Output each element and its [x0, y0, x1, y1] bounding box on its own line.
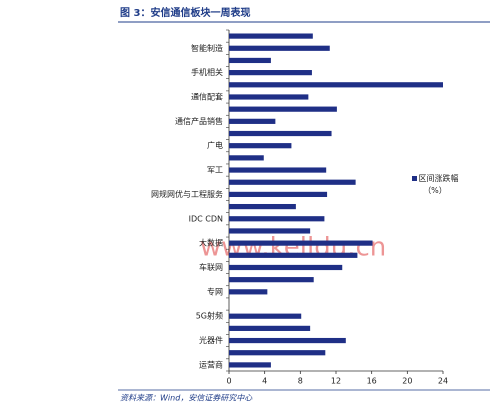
x-tick-label: 20	[402, 377, 412, 386]
x-tick-label: 4	[262, 377, 267, 386]
bar	[229, 240, 373, 246]
y-tick-label: 通信产品销售	[175, 116, 223, 126]
bar	[229, 118, 276, 124]
source: 资料来源：Wind，安信证券研究中心	[120, 394, 253, 403]
x-tick-label: 0	[226, 377, 231, 386]
bar	[229, 33, 313, 39]
bar	[229, 45, 330, 51]
y-tick-label: IDC CDN	[189, 214, 223, 223]
y-tick-label: 手机相关	[191, 67, 223, 77]
y-tick-label: 智能制造	[191, 43, 223, 53]
y-tick-label: 广电	[207, 140, 223, 150]
bar	[229, 57, 271, 64]
bar	[229, 70, 312, 76]
bar	[229, 216, 325, 222]
y-tick-label: 大数据	[199, 238, 223, 248]
x-tick-label: 16	[367, 377, 377, 386]
bar	[229, 203, 296, 210]
bar	[229, 106, 337, 112]
bar	[229, 277, 314, 283]
y-tick-label: 专网	[207, 286, 223, 296]
bar	[229, 94, 309, 100]
bar	[229, 179, 356, 185]
bar	[229, 167, 327, 173]
y-tick-label: 车联网	[199, 262, 223, 272]
bar	[229, 130, 332, 137]
bar	[229, 228, 311, 234]
x-tick-label: 12	[331, 377, 341, 386]
bar	[229, 82, 443, 88]
bar	[229, 350, 326, 356]
chart-title: 图 3：安信通信板块一周表现	[120, 6, 250, 19]
bar	[229, 313, 302, 319]
bar	[229, 191, 328, 198]
y-tick-label: 5G射频	[196, 311, 223, 321]
legend-label: 区间涨跌幅（%）	[418, 174, 459, 195]
bar	[229, 289, 268, 295]
bar	[229, 337, 346, 344]
y-tick-label: 军工	[207, 166, 223, 175]
bar	[229, 252, 358, 258]
bar	[229, 155, 264, 161]
y-tick-label: 通信配套	[191, 91, 223, 101]
bar	[229, 264, 343, 271]
y-tick-label: 光器件	[199, 335, 223, 345]
legend-key	[411, 176, 417, 181]
x-tick-label: 24	[438, 377, 448, 386]
x-tick-label: 8	[298, 377, 303, 386]
bar	[229, 143, 292, 149]
legend: 区间涨跌幅（%）	[404, 173, 466, 197]
y-tick-label: 网规网优与工程服务	[151, 189, 223, 199]
bar	[229, 362, 271, 368]
bar	[229, 325, 311, 331]
y-tick-label: 运营商	[199, 359, 223, 369]
